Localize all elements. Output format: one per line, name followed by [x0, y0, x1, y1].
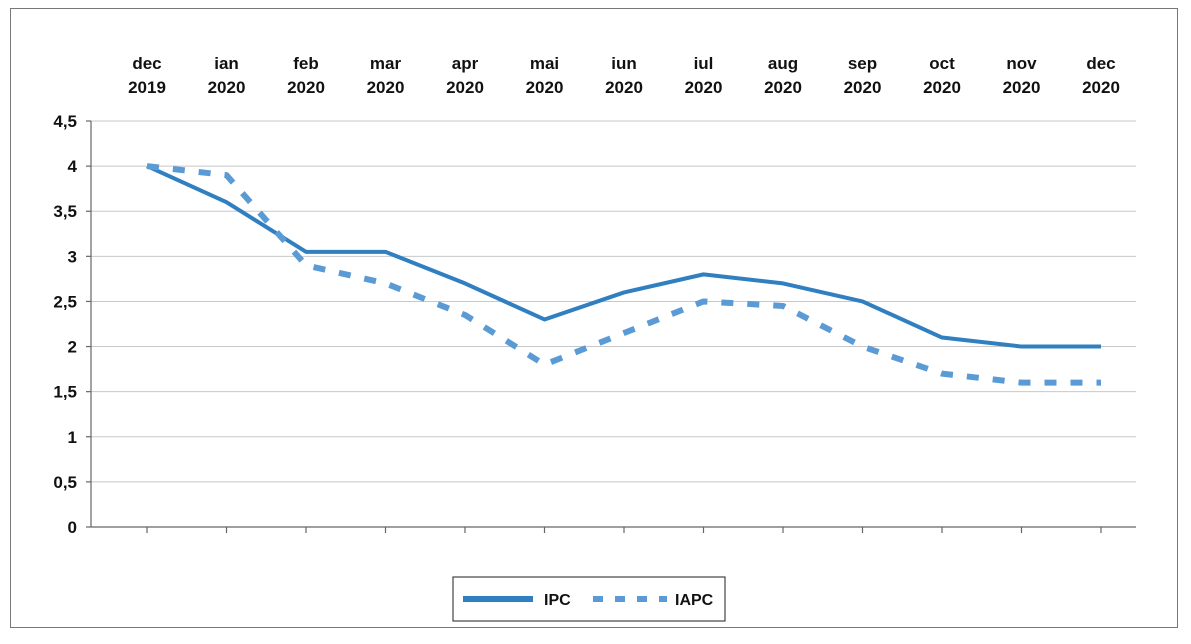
x-tick-year: 2020 [685, 78, 723, 97]
x-tick-year: 2020 [367, 78, 405, 97]
y-tick-label: 3,5 [53, 202, 77, 221]
x-tick-month: feb [293, 54, 319, 73]
x-tick-month: mai [530, 54, 559, 73]
y-tick-label: 1 [68, 428, 77, 447]
y-tick-label: 2,5 [53, 292, 77, 311]
x-tick-labels: dec 2019 ian 2020 feb 2020 mar 2020 apr 2020 mai 20… [128, 54, 1120, 97]
x-tick-month: oct [929, 54, 955, 73]
y-tick-label: 0,5 [53, 473, 77, 492]
y-tick-label: 3 [68, 247, 77, 266]
gridlines [91, 120, 1136, 483]
x-tick-month: nov [1006, 54, 1037, 73]
series-line-iapc [146, 163, 1101, 386]
chart-frame: 0 0,5 1 1,5 2 2,5 3 3,5 4 4,5 dec 2019 ian 2020 feb 20… [10, 8, 1178, 628]
x-tick-year: 2020 [208, 78, 246, 97]
y-tick-label: 4 [68, 157, 78, 176]
series-lines [146, 163, 1102, 386]
x-tick-year: 2020 [764, 78, 802, 97]
x-tick-year: 2020 [446, 78, 484, 97]
y-tick-label: 2 [68, 338, 77, 357]
x-tick-month: iul [694, 54, 714, 73]
legend: IPC IAPC [452, 576, 726, 622]
x-tick-year: 2020 [1082, 78, 1120, 97]
x-tick-month: dec [1086, 54, 1115, 73]
x-tick-year: 2020 [1003, 78, 1041, 97]
x-tick-month: aug [768, 54, 798, 73]
legend-label-iapc: IAPC [675, 592, 714, 609]
x-tick-year: 2020 [287, 78, 325, 97]
y-tick-label: 1,5 [53, 383, 77, 402]
x-tick-year: 2020 [844, 78, 882, 97]
x-tick-month: ian [214, 54, 239, 73]
y-tick-label: 4,5 [53, 112, 77, 131]
x-tick-year: 2020 [605, 78, 643, 97]
x-tick-year: 2019 [128, 78, 166, 97]
x-tick-month: mar [370, 54, 402, 73]
x-tick-month: sep [848, 54, 877, 73]
x-tick-month: dec [132, 54, 161, 73]
x-tick-year: 2020 [526, 78, 564, 97]
legend-label-ipc: IPC [544, 592, 571, 609]
x-tick-month: apr [452, 54, 479, 73]
chart-svg: 0 0,5 1 1,5 2 2,5 3 3,5 4 4,5 dec 2019 ian 2020 feb 20… [53, 54, 1136, 622]
axes [86, 120, 1136, 533]
x-tick-year: 2020 [923, 78, 961, 97]
y-tick-label: 0 [68, 518, 77, 537]
x-tick-month: iun [611, 54, 637, 73]
y-tick-labels: 0 0,5 1 1,5 2 2,5 3 3,5 4 4,5 [53, 112, 77, 537]
